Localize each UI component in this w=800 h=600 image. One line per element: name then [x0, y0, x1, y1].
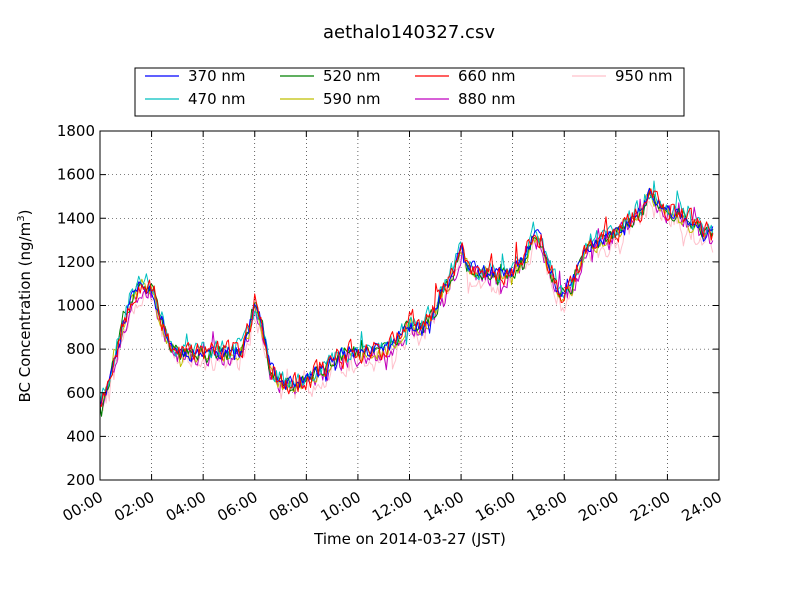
y-tick-label: 1000 [57, 297, 95, 315]
legend-label: 950 nm [615, 67, 673, 85]
chart-title: aethalo140327.csv [323, 22, 495, 43]
y-tick-label: 600 [66, 384, 95, 402]
legend-label: 470 nm [188, 90, 246, 108]
legend-label: 370 nm [188, 67, 246, 85]
series-line-470-nm [99, 180, 714, 403]
y-tick-label: 800 [66, 340, 95, 358]
y-tick-label: 1800 [57, 122, 95, 140]
legend: 370 nm 470 nm 520 nm 590 nm 660 nm 880 nm 950 … [134, 67, 685, 117]
legend-label: 520 nm [323, 67, 381, 85]
y-axis-label: BC Concentration (ng/m3) [16, 210, 34, 403]
y-tick-label: 1600 [57, 166, 95, 184]
x-axis-label: Time on 2014-03-27 (JST) [313, 530, 506, 548]
legend-label: 660 nm [458, 67, 516, 85]
series-line-370-nm [99, 187, 714, 405]
series-group [99, 180, 714, 417]
series-line-520-nm [99, 191, 714, 417]
y-tick-label: 1200 [57, 253, 95, 271]
y-tick-label: 400 [66, 427, 95, 445]
y-tick-label: 200 [66, 471, 95, 489]
y-axis-label-main: BC Concentration (ng/m [16, 222, 34, 403]
y-tick-labels: 200 400 600 800 1000 1200 1400 1600 1800 [57, 122, 95, 489]
y-tick-label: 1400 [57, 209, 95, 227]
series-line-660-nm [99, 188, 714, 407]
legend-label: 880 nm [458, 90, 516, 108]
legend-label: 590 nm [323, 90, 381, 108]
ticks [99, 130, 720, 481]
y-axis-label-sup: 3 [16, 215, 27, 221]
y-axis-label-end: ) [16, 210, 34, 216]
